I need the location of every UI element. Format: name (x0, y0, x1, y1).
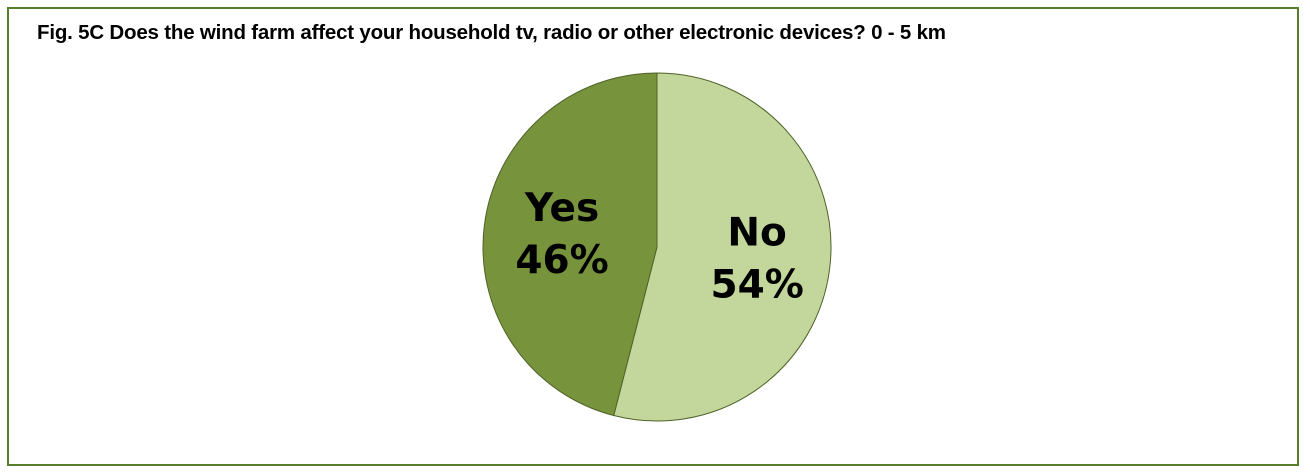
slice-value-no: 54% (710, 263, 803, 308)
slice-label-yes: Yes (524, 186, 599, 231)
chart-title: Fig. 5C Does the wind farm affect your h… (37, 21, 946, 44)
slice-value-yes: 46% (515, 238, 608, 283)
pie-slice-yes (482, 72, 658, 417)
pie-slice-no (613, 72, 832, 422)
slice-label-no: No (727, 211, 786, 256)
